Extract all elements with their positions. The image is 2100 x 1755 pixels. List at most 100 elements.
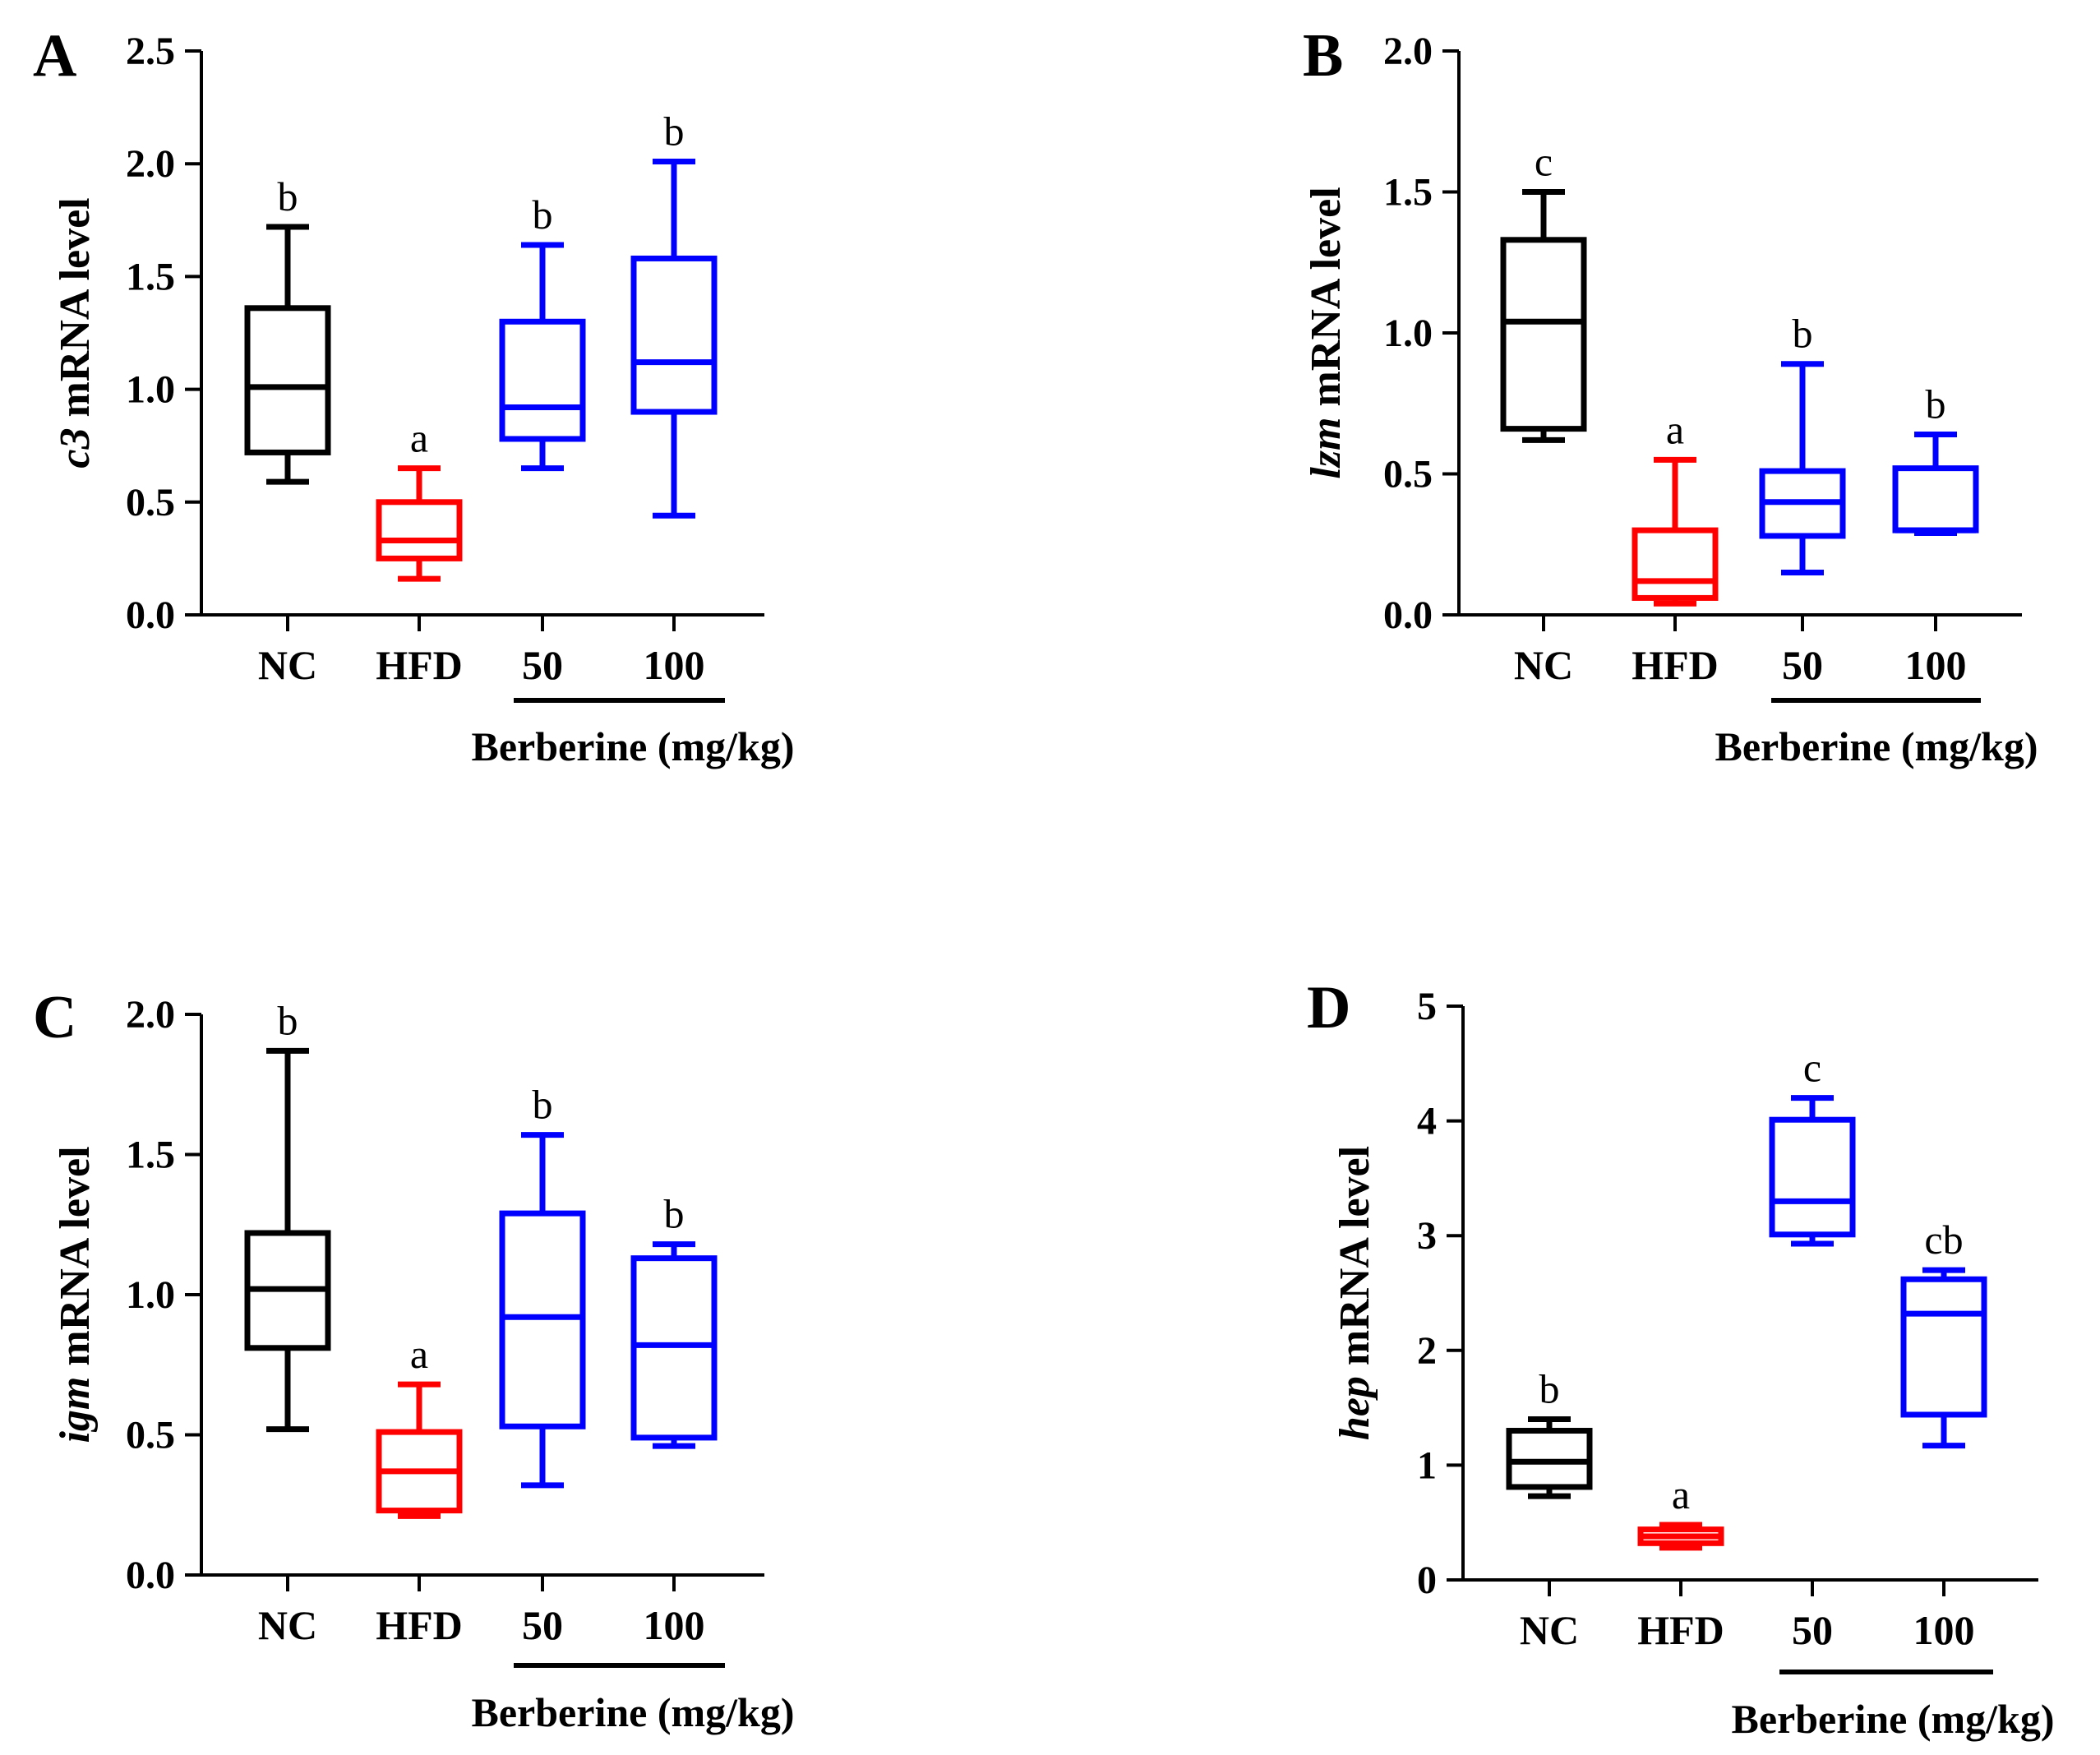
panel-letter: A: [33, 22, 76, 90]
panel-letter: B: [1303, 22, 1343, 90]
box-50: b: [1759, 311, 1846, 576]
x-tick-label: 100: [1905, 642, 1967, 688]
y-tick-label: 2.5: [126, 30, 175, 73]
box-50: b: [499, 1082, 586, 1489]
box-100: cb: [1900, 1217, 1987, 1449]
significance-letter: a: [1666, 406, 1684, 452]
group-label: Berberine (mg/kg): [1715, 723, 2038, 769]
y-tick-label: 5: [1417, 985, 1437, 1028]
box-100: b: [630, 108, 718, 519]
panel-c: C 0.0 0.5 1.0 1.5 2.0 NC HFD 50 100 igm mRNA level…: [33, 984, 794, 1735]
x-tick-label: 50: [522, 1602, 563, 1648]
x-tick-label: NC: [1520, 1607, 1579, 1653]
x-tick-label: 50: [1792, 1607, 1833, 1653]
y-tick-label: 2.0: [1383, 30, 1433, 73]
box-100: b: [1892, 381, 1979, 537]
significance-letter: b: [278, 997, 298, 1043]
significance-letter: b: [1793, 311, 1813, 357]
box-hfd: a: [376, 415, 463, 582]
y-tick-label: 2.0: [126, 993, 175, 1037]
x-tick-label: NC: [258, 642, 317, 688]
box-100: b: [630, 1191, 718, 1449]
x-tick-label: 50: [522, 642, 563, 688]
panel-b: B 0.0 0.5 1.0 1.5 2.0 NC HFD 50 100 lzm mRNA level…: [1303, 22, 2038, 769]
y-tick-label: 2.0: [126, 142, 175, 186]
significance-letter: a: [1672, 1471, 1690, 1517]
panel-letter: D: [1307, 974, 1350, 1041]
y-tick-label: 0.5: [1383, 453, 1433, 496]
y-tick-label: 0.0: [126, 1554, 175, 1597]
significance-letter: b: [1926, 381, 1946, 427]
significance-letter: a: [410, 415, 428, 461]
y-tick-label: 1.0: [126, 1273, 175, 1317]
box-iqr: [630, 255, 718, 415]
y-axis-title-suffix: mRNA level: [52, 1146, 99, 1376]
y-tick-label: 0: [1417, 1559, 1437, 1602]
y-axis-title: c3 mRNA level: [52, 197, 99, 468]
group-label: Berberine (mg/kg): [472, 1689, 795, 1735]
significance-letter: b: [664, 108, 685, 154]
y-axis-title-suffix: mRNA level: [1303, 187, 1350, 417]
y-tick-label: 4: [1417, 1100, 1437, 1143]
group-label: Berberine (mg/kg): [1732, 1696, 2055, 1742]
significance-letter: b: [664, 1191, 685, 1237]
box-hfd: a: [1637, 1471, 1724, 1551]
y-axis-title-suffix: mRNA level: [52, 197, 99, 427]
x-tick-label: 100: [1913, 1607, 1975, 1653]
x-tick-label: HFD: [376, 642, 463, 688]
box-nc: c: [1500, 139, 1587, 443]
y-axis-title-gene: hep: [1332, 1376, 1378, 1440]
y-axis-title-gene: igm: [52, 1377, 99, 1443]
significance-letter: b: [533, 192, 553, 238]
y-axis-title: lzm mRNA level: [1303, 187, 1350, 478]
x-tick-label: 100: [644, 1602, 705, 1648]
y-axis-title: igm mRNA level: [52, 1146, 99, 1443]
y-axis-title: hep mRNA level: [1332, 1146, 1378, 1440]
x-tick-label: HFD: [376, 1602, 463, 1648]
box-iqr: [1892, 465, 1979, 533]
y-axis-title-gene: lzm: [1303, 418, 1350, 479]
y-tick-label: 3: [1417, 1214, 1437, 1258]
box-iqr: [499, 318, 586, 442]
box-50: c: [1769, 1045, 1856, 1247]
significance-letter: a: [410, 1331, 428, 1377]
significance-letter: b: [1539, 1366, 1560, 1412]
y-tick-label: 2: [1417, 1329, 1437, 1373]
box-iqr: [1632, 527, 1719, 601]
box-iqr: [1500, 237, 1587, 432]
box-iqr: [1769, 1116, 1856, 1238]
y-tick-label: 1.5: [126, 255, 175, 298]
box-nc: b: [1506, 1366, 1593, 1499]
y-axis-title-suffix: mRNA level: [1332, 1146, 1378, 1376]
y-tick-label: 0.5: [126, 1414, 175, 1457]
significance-letter: b: [278, 173, 298, 219]
y-tick-label: 1.5: [1383, 171, 1433, 215]
y-axis-title-gene: c3: [52, 428, 99, 469]
box-iqr: [244, 305, 331, 455]
y-tick-label: 1: [1417, 1443, 1437, 1487]
box-hfd: a: [1632, 406, 1719, 607]
significance-letter: cb: [1924, 1217, 1963, 1263]
box-hfd: a: [376, 1331, 463, 1519]
y-tick-label: 1.0: [1383, 312, 1433, 355]
panel-d: D 0 1 2 3 4 5 NC HFD 50 100 hep mRNA level Berberine…: [1307, 974, 2054, 1742]
y-tick-label: 1.0: [126, 368, 175, 412]
box-50: b: [499, 192, 586, 472]
box-iqr: [376, 499, 463, 561]
significance-letter: b: [533, 1082, 553, 1128]
group-label: Berberine (mg/kg): [472, 723, 795, 769]
y-tick-label: 0.5: [126, 481, 175, 524]
x-tick-label: 100: [644, 642, 705, 688]
panel-a: A 0.0 0.5 1.0 1.5 2.0 2.5 NC HFD 50 100 c3 mRNA lev…: [33, 22, 794, 769]
box-iqr: [1900, 1276, 1987, 1418]
x-tick-label: HFD: [1632, 642, 1719, 688]
x-tick-label: HFD: [1637, 1607, 1724, 1653]
significance-letter: c: [1535, 139, 1553, 185]
x-tick-label: NC: [258, 1602, 317, 1648]
x-tick-label: 50: [1782, 642, 1823, 688]
box-nc: b: [244, 173, 331, 485]
x-tick-label: NC: [1514, 642, 1573, 688]
y-tick-label: 1.5: [126, 1134, 175, 1177]
significance-letter: c: [1803, 1045, 1821, 1091]
